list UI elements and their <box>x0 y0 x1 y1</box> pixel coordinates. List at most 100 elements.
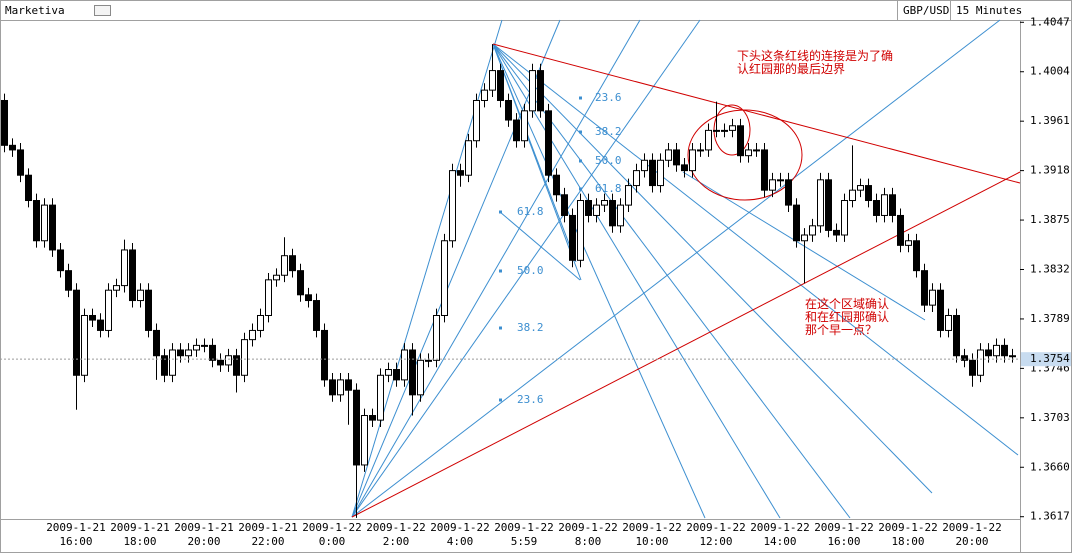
candle-body <box>305 294 312 302</box>
candle-body <box>825 179 832 231</box>
candle-body <box>1001 344 1008 357</box>
candle-body <box>849 189 856 202</box>
fib-label: 23.6 <box>517 393 544 406</box>
candle-body <box>25 174 32 202</box>
candle-body <box>273 274 280 281</box>
fan-line <box>351 19 561 518</box>
candle-body <box>249 329 256 341</box>
candle-body <box>121 249 128 287</box>
candle-body <box>105 289 112 331</box>
candle-body <box>465 140 472 176</box>
fib-dot <box>579 96 582 100</box>
y-tick-label: 1.3918 <box>1030 164 1070 177</box>
fan-line <box>351 19 701 518</box>
candle-body <box>329 379 336 396</box>
candle-body <box>577 200 584 261</box>
candle-body <box>953 314 960 357</box>
candle-body <box>129 249 136 302</box>
x-tick-label: 2009-1-22 14:00 <box>750 521 810 548</box>
candle-body <box>721 129 728 132</box>
fan-line <box>492 43 851 519</box>
candle-body <box>665 149 672 161</box>
candle-body <box>241 339 248 376</box>
symbol: GBP/USD <box>903 4 949 17</box>
y-tick-label: 1.3660 <box>1030 460 1070 473</box>
candle-body <box>321 329 328 381</box>
fan-line <box>492 43 781 519</box>
y-tick-label: 1.3875 <box>1030 213 1070 226</box>
candle-body <box>81 314 88 376</box>
candle-body <box>673 149 680 166</box>
candle-body <box>113 285 120 291</box>
fib-label: 61.8 <box>595 182 622 195</box>
x-tick-label: 2009-1-22 8:00 <box>558 521 618 548</box>
fan-line <box>351 19 641 518</box>
candle-body <box>761 149 768 191</box>
candle-body <box>153 329 160 357</box>
toolbar-box[interactable] <box>94 5 111 16</box>
candle-body <box>1009 355 1016 358</box>
fib-dot <box>499 269 502 273</box>
x-tick-label: 2009-1-21 16:00 <box>46 521 106 548</box>
x-tick-label: 2009-1-22 0:00 <box>302 521 362 548</box>
candle-body <box>177 349 184 357</box>
candle-body <box>569 214 576 261</box>
candle-body <box>889 194 896 216</box>
candle-body <box>905 240 912 246</box>
candle-body <box>593 204 600 216</box>
y-tick-label: 1.3832 <box>1030 263 1070 276</box>
candle-body <box>33 200 40 242</box>
candle-body <box>209 344 216 361</box>
candle-body <box>977 349 984 376</box>
candle-body <box>937 289 944 331</box>
candle-body <box>929 289 936 306</box>
fib-dot <box>579 130 582 134</box>
candle-body <box>385 369 392 376</box>
x-tick-label: 2009-1-21 18:00 <box>110 521 170 548</box>
fib-dot <box>499 326 502 330</box>
trend-line <box>351 171 1021 518</box>
candle-body <box>1 99 8 146</box>
candle-body <box>337 379 344 396</box>
candle-body <box>697 149 704 152</box>
fib-label: 50.0 <box>595 154 622 167</box>
candle-body <box>945 314 952 331</box>
candle-body <box>745 149 752 157</box>
candle-body <box>169 349 176 376</box>
candle-body <box>89 314 96 321</box>
x-tick-label: 2009-1-22 12:00 <box>686 521 746 548</box>
candle-body <box>369 415 376 421</box>
fib-dot <box>579 187 582 191</box>
fan-line <box>492 43 1019 456</box>
fib-label: 38.2 <box>517 321 544 334</box>
candle-body <box>545 110 552 176</box>
candle-body <box>185 349 192 357</box>
candle-body <box>857 185 864 191</box>
candle-body <box>281 255 288 276</box>
candle-body <box>289 255 296 272</box>
candle-body <box>377 374 384 421</box>
candle-body <box>9 144 16 151</box>
candle-body <box>489 70 496 91</box>
annotation: 下头这条红线的连接是为了确 认红园那的最后边界 <box>737 49 894 76</box>
candle-body <box>41 204 48 242</box>
candle-body <box>65 270 72 291</box>
candle-body <box>393 369 400 381</box>
candle-body <box>441 240 448 316</box>
candle-body <box>729 125 736 131</box>
x-tick-label: 2009-1-22 4:00 <box>430 521 490 548</box>
candle-body <box>361 415 368 466</box>
candle-body <box>609 200 616 227</box>
circle-mark <box>687 109 803 201</box>
candle-body <box>633 170 640 187</box>
x-tick-label: 2009-1-22 18:00 <box>878 521 938 548</box>
candle-body <box>225 355 232 366</box>
x-tick-label: 2009-1-22 20:00 <box>942 521 1002 548</box>
candle-body <box>553 174 560 196</box>
candle-body <box>161 355 168 376</box>
timeframe: 15 Minutes <box>956 4 1022 17</box>
candle-body <box>913 240 920 272</box>
candle-body <box>353 389 360 466</box>
candle-body <box>201 344 208 347</box>
